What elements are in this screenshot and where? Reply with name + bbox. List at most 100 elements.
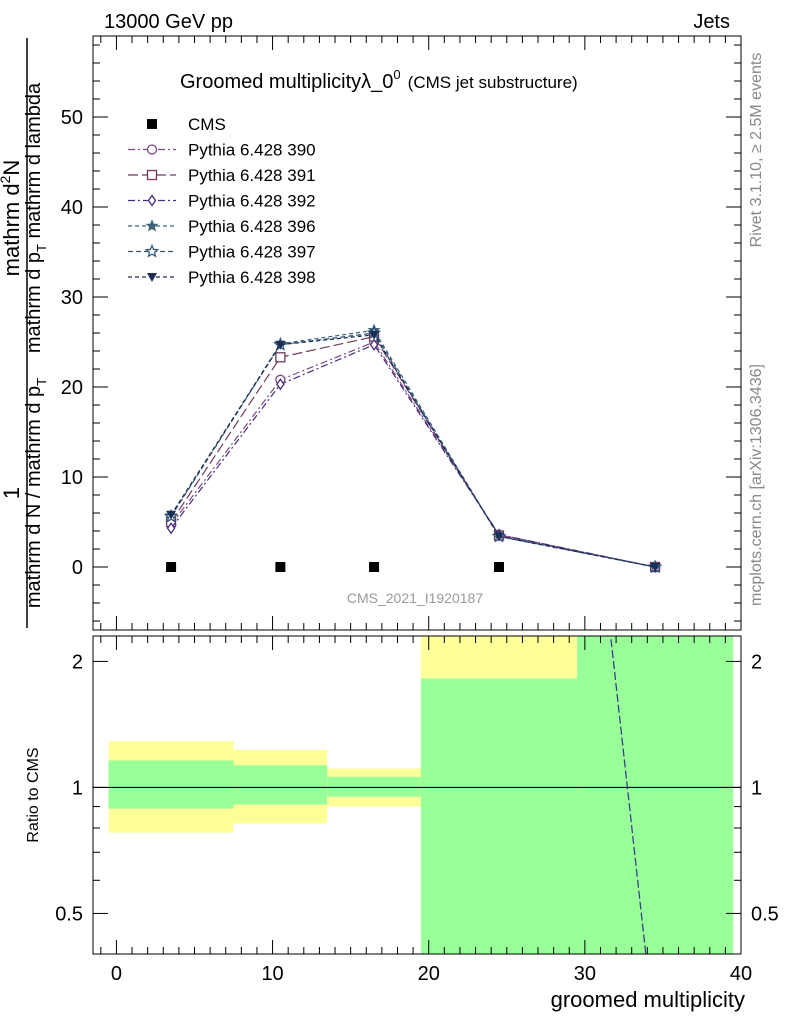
header-right-label: Jets	[693, 11, 730, 33]
ratio-xtick-label: 30	[574, 963, 596, 985]
main-ytick-label: 50	[61, 107, 83, 129]
data-point	[369, 562, 380, 572]
legend-label: Pythia 6.428 397	[188, 243, 316, 262]
ratio-band-green	[233, 765, 328, 805]
legend-label: Pythia 6.428 390	[188, 141, 316, 160]
ratio-band-green	[108, 760, 234, 809]
legend-label: Pythia 6.428 391	[188, 166, 316, 185]
data-point	[275, 562, 286, 572]
ratio-band-green	[577, 636, 734, 954]
data-point	[276, 378, 285, 391]
ratio-band-group	[108, 636, 734, 954]
legend-label: CMS	[188, 115, 226, 134]
legend-label: Pythia 6.428 398	[188, 268, 316, 287]
data-point	[166, 562, 177, 572]
main-title: Groomed multiplicityλ_00 (CMS jet substru…	[180, 67, 578, 93]
data-point	[369, 330, 380, 340]
ratio-plot-frame	[92, 635, 742, 955]
legend: CMS Pythia 6.428 390 Pythia 6.428 391 Pythi…	[128, 115, 316, 287]
legend-marker	[145, 219, 159, 232]
ratio-xtick-label: 10	[261, 963, 283, 985]
ratio-series-group	[93, 636, 741, 954]
series-0	[166, 562, 504, 572]
series-line	[170, 329, 656, 568]
main-ytick-label: 10	[61, 467, 83, 489]
legend-marker	[147, 273, 157, 282]
legend-marker	[146, 169, 158, 181]
legend-marker	[147, 119, 157, 129]
main-ytick-label: 20	[61, 377, 83, 399]
main-series-group	[163, 323, 663, 574]
series-3	[166, 338, 660, 574]
ylabel-den-right-a: mathrm d p	[23, 252, 45, 353]
legend-label: Pythia 6.428 396	[188, 217, 316, 236]
data-point	[166, 510, 177, 520]
series-line	[170, 334, 656, 568]
main-title-text: Groomed multiplicityλ_0	[180, 71, 393, 93]
data-point	[275, 340, 286, 350]
main-ytick-label: 40	[61, 197, 83, 219]
legend-marker	[147, 194, 157, 207]
main-ytick-label: 0	[72, 557, 83, 579]
ratio-bands	[108, 636, 734, 954]
main-ytick-label: 30	[61, 287, 83, 309]
series-6	[166, 330, 661, 572]
ratio-band-green	[327, 776, 421, 797]
data-point	[166, 522, 176, 535]
ylabel-den-right-b: mathrm d lambda	[23, 82, 45, 244]
side-label-mcplots: mcplots.cern.ch [arXiv:1306.3436]	[748, 364, 765, 606]
ratio-band-green	[420, 678, 578, 954]
ratio-ytick-label-right: 2	[751, 651, 762, 673]
legend-entry: CMS	[147, 115, 226, 134]
ylabel-num3: N	[0, 160, 24, 176]
header-left-label: 13000 GeV pp	[104, 11, 233, 33]
ylabel-numerator-one: 1	[0, 487, 24, 499]
ratio-ytick-label-right: 0.5	[751, 903, 779, 925]
main-axis-ticks: 0 10 20 30 40 50	[61, 36, 742, 630]
ratio-axis-ticks: 0.5 0.51 12 20 10 20 30 40	[55, 636, 779, 985]
side-label-rivet: Rivet 3.1.10, ≥ 2.5M events	[748, 53, 765, 248]
series-2	[165, 331, 661, 573]
ylabel-den-right-sub: T	[34, 244, 49, 252]
analysis-tag: CMS_2021_I1920187	[347, 590, 483, 606]
series-1	[165, 336, 661, 573]
ratio-xlabel: groomed multiplicity	[551, 987, 745, 1012]
main-title-sup: 0	[393, 67, 400, 82]
ylabel-num2-sup: 2	[0, 175, 13, 183]
ratio-ylabel: Ratio to CMS	[25, 747, 42, 842]
series-line	[170, 341, 656, 568]
legend-marker	[144, 243, 160, 258]
ylabel-denominator-left: mathrm d N / mathrm d pT	[23, 378, 49, 608]
data-point	[493, 532, 504, 542]
series-5	[163, 325, 663, 574]
data-point	[650, 563, 661, 572]
ylabel-numerator-d2n: mathrm d2N	[0, 160, 24, 277]
series-4	[164, 323, 662, 573]
legend-entry: Pythia 6.428 392	[128, 192, 316, 211]
ratio-ytick-label: 1	[72, 777, 83, 799]
ylabel-den-left-sub: T	[34, 378, 49, 386]
data-point	[493, 562, 504, 572]
main-ylabel: 1 mathrm d2N mathrm d N / mathrm d pT ma…	[0, 38, 49, 628]
ratio-ytick-label: 2	[72, 651, 83, 673]
ratio-xtick-label: 20	[418, 963, 440, 985]
series-line	[170, 343, 656, 568]
legend-entry: Pythia 6.428 391	[128, 166, 316, 185]
series-line	[170, 335, 656, 568]
ylabel-den-left: mathrm d N / mathrm d p	[23, 386, 45, 608]
ratio-xtick-label: 0	[111, 963, 122, 985]
main-title-suffix: (CMS jet substructure)	[408, 73, 578, 92]
legend-entry: Pythia 6.428 397	[128, 243, 316, 262]
series-line	[170, 332, 656, 568]
legend-entry: Pythia 6.428 396	[128, 217, 316, 236]
data-point	[369, 338, 379, 351]
ratio-xtick-label: 40	[730, 963, 752, 985]
legend-label: Pythia 6.428 392	[188, 192, 316, 211]
ratio-ytick-label-right: 1	[751, 777, 762, 799]
legend-marker	[146, 144, 158, 155]
ylabel-denominator-right: mathrm d pT mathrm d lambda	[23, 82, 49, 353]
data-point	[275, 352, 286, 363]
legend-entry: Pythia 6.428 398	[128, 268, 316, 287]
legend-entry: Pythia 6.428 390	[128, 141, 316, 160]
